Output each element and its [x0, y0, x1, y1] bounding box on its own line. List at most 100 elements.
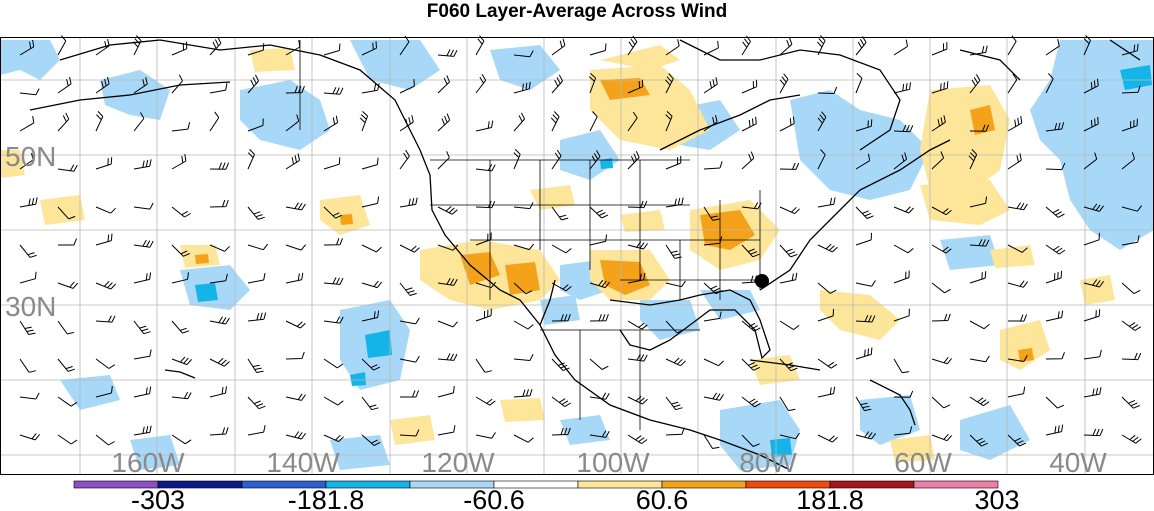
- state-borders: [299, 40, 761, 430]
- wind-barb: [323, 206, 343, 219]
- wind-barb: [285, 85, 305, 94]
- wind-barb: [969, 271, 987, 284]
- wind-barb: [893, 82, 911, 94]
- wind-barbs: [19, 35, 1142, 449]
- wind-barb: [475, 281, 496, 289]
- wind-barb: [551, 206, 569, 221]
- wind-barb: [323, 157, 341, 170]
- wind-barb: [285, 272, 304, 284]
- wind-barb: [513, 282, 533, 295]
- wind-barb: [323, 238, 343, 246]
- wind-barb: [665, 39, 680, 56]
- wind-barb: [171, 434, 192, 445]
- wind-barb: [95, 233, 113, 246]
- wind-barb: [359, 111, 369, 132]
- wind-barb: [361, 244, 382, 253]
- wind-barb: [1121, 205, 1142, 212]
- wind-barb: [779, 432, 800, 440]
- wind-barb: [247, 74, 260, 94]
- wind-barb: [19, 433, 40, 441]
- wind-barb: [171, 74, 183, 94]
- wind-barb: [133, 320, 151, 335]
- wind-barb: [247, 358, 264, 373]
- wind-barb: [475, 232, 492, 246]
- wind-barb: [475, 164, 496, 172]
- wind-barb: [665, 396, 683, 411]
- wind-barb: [209, 199, 229, 208]
- wind-barb: [1083, 203, 1104, 212]
- wind-barb: [855, 431, 877, 440]
- wind-barb: [551, 314, 571, 322]
- wind-barb: [817, 358, 838, 369]
- wind-barb: [171, 272, 189, 284]
- wind-barb: [1121, 43, 1139, 56]
- wind-barb: [1007, 355, 1028, 362]
- wind-barb: [437, 151, 450, 170]
- wind-barb: [361, 310, 380, 322]
- wind-barb: [779, 396, 796, 412]
- wind-barb: [247, 312, 267, 322]
- wind-barb: [931, 356, 952, 365]
- wind-barb: [361, 196, 380, 208]
- wind-barb: [475, 35, 485, 56]
- wind-barb: [95, 206, 116, 214]
- wind-barb: [779, 162, 800, 170]
- wind-barb: [171, 41, 188, 56]
- lat-label-30n: 30N: [5, 291, 56, 322]
- colorbar-swatch: [913, 480, 999, 489]
- wind-barb: [665, 73, 674, 94]
- wind-barb: [703, 161, 723, 170]
- wind-barb: [703, 358, 724, 367]
- wind-barb: [475, 74, 487, 94]
- wind-barb: [513, 149, 521, 170]
- wind-barb: [968, 149, 978, 170]
- wind-barb: [285, 431, 307, 440]
- wind-barb: [665, 280, 686, 288]
- wind-barb: [133, 159, 152, 170]
- wind-barb: [817, 197, 836, 208]
- wind-barb: [57, 320, 75, 335]
- wind-barb: [969, 434, 989, 447]
- wind-barb: [817, 386, 836, 398]
- wind-barb: [703, 77, 718, 94]
- wind-barb: [437, 113, 451, 132]
- wind-barb: [893, 206, 914, 214]
- wind-barb: [285, 351, 305, 360]
- wind-barb: [171, 122, 191, 132]
- wind-barb: [588, 73, 597, 94]
- wind-barb: [209, 36, 222, 56]
- wind-barb: [627, 241, 649, 250]
- wind-barb: [361, 157, 379, 170]
- wind-barb: [133, 349, 152, 360]
- wind-barb: [1007, 35, 1017, 56]
- wind-barb: [1083, 232, 1100, 246]
- wind-barb: [171, 244, 190, 257]
- coastlines-and-borders: [29, 39, 1141, 471]
- wind-barb: [1045, 352, 1065, 360]
- wind-barb: [1083, 387, 1102, 398]
- wind-barb: [323, 358, 344, 369]
- wind-barb: [209, 162, 230, 170]
- wind-barb: [1007, 73, 1018, 94]
- wind-barb: [133, 77, 148, 94]
- wind-barb: [855, 314, 876, 323]
- wind-barb: [399, 35, 410, 56]
- wind-barb: [247, 118, 264, 132]
- wind-barb: [57, 164, 78, 172]
- wind-barb: [95, 315, 116, 323]
- wind-barb: [1045, 73, 1054, 94]
- wind-barb: [589, 206, 609, 219]
- wind-barb: [171, 391, 192, 400]
- wind-barb: [1121, 352, 1142, 361]
- wind-barb: [171, 320, 190, 334]
- wind-barb: [627, 150, 640, 170]
- wind-barb: [475, 308, 492, 322]
- colorbar-label: 60.6: [636, 485, 689, 511]
- wind-barb: [285, 320, 306, 329]
- wind-barb: [57, 76, 72, 94]
- wind-barb: [247, 206, 265, 220]
- map-title: F060 Layer-Average Across Wind: [426, 1, 728, 22]
- wind-barb: [703, 282, 723, 295]
- wind-barb: [741, 358, 761, 371]
- wind-barb: [589, 392, 610, 400]
